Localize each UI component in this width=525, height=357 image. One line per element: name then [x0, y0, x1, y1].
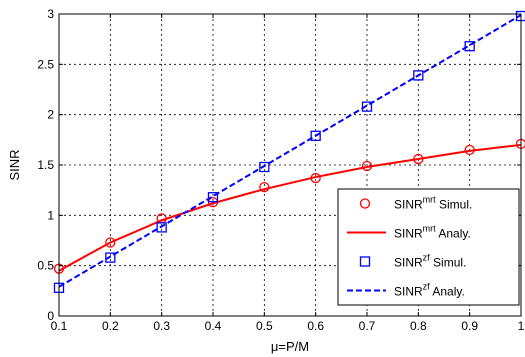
x-tick-label: 0.5: [256, 319, 273, 333]
x-tick-label: 1: [518, 319, 525, 333]
legend-item: SINRzf Analy.: [347, 282, 465, 299]
legend-item: SINRzf Simul.: [359, 253, 466, 270]
y-tick-label: 0.5: [37, 259, 54, 273]
data-point: [259, 161, 270, 173]
y-tick-label: 2: [47, 108, 54, 122]
series-1: [58, 143, 522, 272]
y-tick-label: 0: [47, 309, 54, 323]
y-tick-label: 2.5: [37, 57, 54, 71]
legend-label: SINRzf Analy.: [394, 282, 465, 299]
x-tick-label: 0.3: [153, 319, 170, 333]
legend-item: SINRmrt Analy.: [347, 224, 471, 241]
series-3: [58, 14, 522, 288]
legend-label: SINRzf Simul.: [394, 253, 466, 270]
x-tick-label: 0.2: [102, 319, 119, 333]
y-tick-label: 3: [47, 7, 54, 21]
x-tick-label: 0.9: [461, 319, 478, 333]
legend-label: SINRmrt Simul.: [394, 195, 472, 212]
x-tick-label: 0.4: [205, 319, 222, 333]
x-tick-label: 0.8: [410, 319, 427, 333]
legend-label: SINRmrt Analy.: [394, 224, 471, 241]
data-point: [413, 70, 424, 81]
legend-circle-swatch: [359, 198, 371, 209]
data-point: [207, 192, 219, 203]
y-tick-label: 1: [47, 208, 54, 222]
data-point: [310, 130, 321, 141]
legend: SINRmrt Simul. SINRmrt Analy. SINRzf Simul…: [337, 188, 520, 306]
legend-item: SINRmrt Simul.: [359, 195, 472, 212]
data-point: [105, 252, 116, 263]
x-tick-label: 0.7: [359, 319, 376, 333]
series-2: [53, 10, 525, 293]
data-point: [156, 222, 167, 233]
y-tick-label: 1.5: [37, 158, 54, 172]
legend-box: [337, 188, 520, 306]
data-point: [361, 101, 373, 112]
x-tick-label: 0.6: [307, 319, 324, 333]
legend-square-swatch: [359, 256, 371, 267]
x-tick-label: 0.1: [51, 319, 68, 333]
data-point: [464, 41, 475, 52]
axis-ticks: 0.1 0.2 0.3 0.4 0.5 0.6 0.7 0.8 0.9 1 0 0.5 1 1.5 2 2.5…: [37, 7, 524, 333]
series-line: [58, 143, 522, 272]
y-axis-label: SINR: [7, 149, 22, 180]
x-axis-label: μ=P/M: [271, 339, 309, 354]
series-line: [58, 14, 522, 288]
data-point: [105, 237, 116, 248]
